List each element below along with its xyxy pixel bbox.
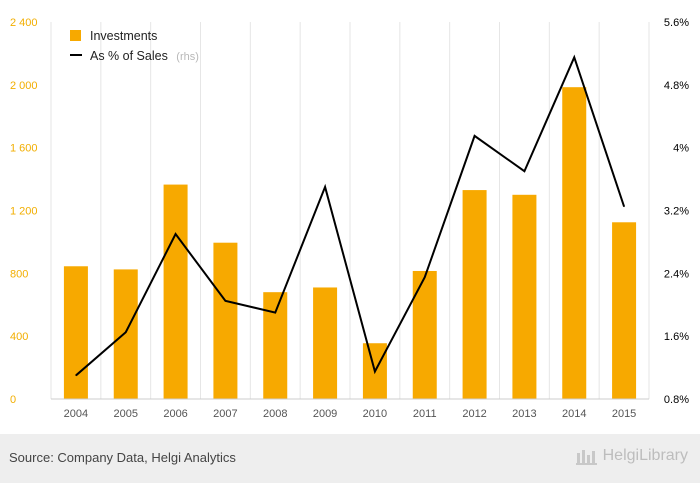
line-point-2005 <box>125 331 127 333</box>
line-point-2015 <box>623 206 625 208</box>
bar-2015 <box>612 222 637 399</box>
library-icon <box>575 450 597 465</box>
bar-2005 <box>113 269 138 399</box>
bar-2008 <box>263 292 288 399</box>
bar-2011 <box>412 270 437 399</box>
y-left-tick-label: 400 <box>10 331 28 343</box>
legend-sales-name: As % of Sales <box>90 49 168 63</box>
brand-name: HelgiLibrary <box>602 447 688 464</box>
bar-2014 <box>562 87 587 400</box>
x-tick-label: 2006 <box>163 408 187 420</box>
y-left-tick-label: 2 000 <box>10 80 38 92</box>
bar-2012 <box>462 190 487 399</box>
bar-2006 <box>163 184 188 399</box>
x-tick-label: 2010 <box>363 408 387 420</box>
bar-2009 <box>313 287 338 399</box>
legend-investments-swatch <box>70 30 81 41</box>
x-tick-label: 2013 <box>512 408 536 420</box>
axes: 2004 2005 2006 2007 2008 2009 2010 2011 2012 2013… <box>10 17 689 420</box>
bar-2004 <box>63 266 88 399</box>
y-left-tick-label: 0 <box>10 394 16 406</box>
y-right-tick-label: 4.8% <box>664 80 689 92</box>
x-tick-label: 2004 <box>64 408 88 420</box>
line-point-2008 <box>274 312 276 314</box>
x-tick-label: 2007 <box>213 408 237 420</box>
line-point-2007 <box>224 300 226 302</box>
footer: Source: Company Data, Helgi Analytics He… <box>0 434 700 483</box>
grid <box>50 22 650 399</box>
x-tick-label: 2005 <box>114 408 138 420</box>
y-right-tick-label: 1.6% <box>664 331 689 343</box>
combo-chart: 2004 2005 2006 2007 2008 2009 2010 2011 2012 2013… <box>10 17 689 420</box>
x-tick-label: 2015 <box>612 408 636 420</box>
legend-investments-label: Investments <box>90 29 157 43</box>
y-left-tick-label: 2 400 <box>10 17 38 29</box>
y-right-tick-label: 0.8% <box>664 394 689 406</box>
x-tick-label: 2011 <box>413 408 437 420</box>
y-right-tick-label: 4% <box>673 143 689 155</box>
x-tick-label: 2012 <box>462 408 486 420</box>
investment-bars <box>63 87 637 400</box>
line-point-2004 <box>75 374 77 376</box>
y-left-tick-label: 1 600 <box>10 143 38 155</box>
line-point-2009 <box>324 186 326 188</box>
line-point-2012 <box>474 135 476 137</box>
y-left-tick-label: 1 200 <box>10 206 38 218</box>
line-point-2013 <box>523 170 525 172</box>
y-right-tick-label: 3.2% <box>664 206 689 218</box>
line-point-2011 <box>424 276 426 278</box>
source-note: Source: Company Data, Helgi Analytics <box>9 450 236 465</box>
bar-2013 <box>512 194 537 399</box>
y-right-tick-label: 5.6% <box>664 17 689 29</box>
sales-share-line <box>75 54 626 377</box>
legend: Investments As % of Sales (rhs) <box>70 29 199 64</box>
x-tick-label: 2008 <box>263 408 287 420</box>
line-point-2006 <box>175 233 177 235</box>
bar-2007 <box>213 242 238 399</box>
legend-sales-suffix: (rhs) <box>176 51 199 63</box>
x-tick-label: 2014 <box>562 408 586 420</box>
legend-sales-label: As % of Sales (rhs) <box>90 47 199 64</box>
line-series <box>75 54 626 377</box>
y-left-tick-label: 800 <box>10 268 28 280</box>
y-right-tick-label: 2.4% <box>664 268 689 280</box>
line-point-2014 <box>573 56 575 58</box>
brand-logo[interactable]: HelgiLibrary <box>575 447 688 465</box>
line-point-2010 <box>374 371 376 373</box>
x-tick-label: 2009 <box>313 408 337 420</box>
